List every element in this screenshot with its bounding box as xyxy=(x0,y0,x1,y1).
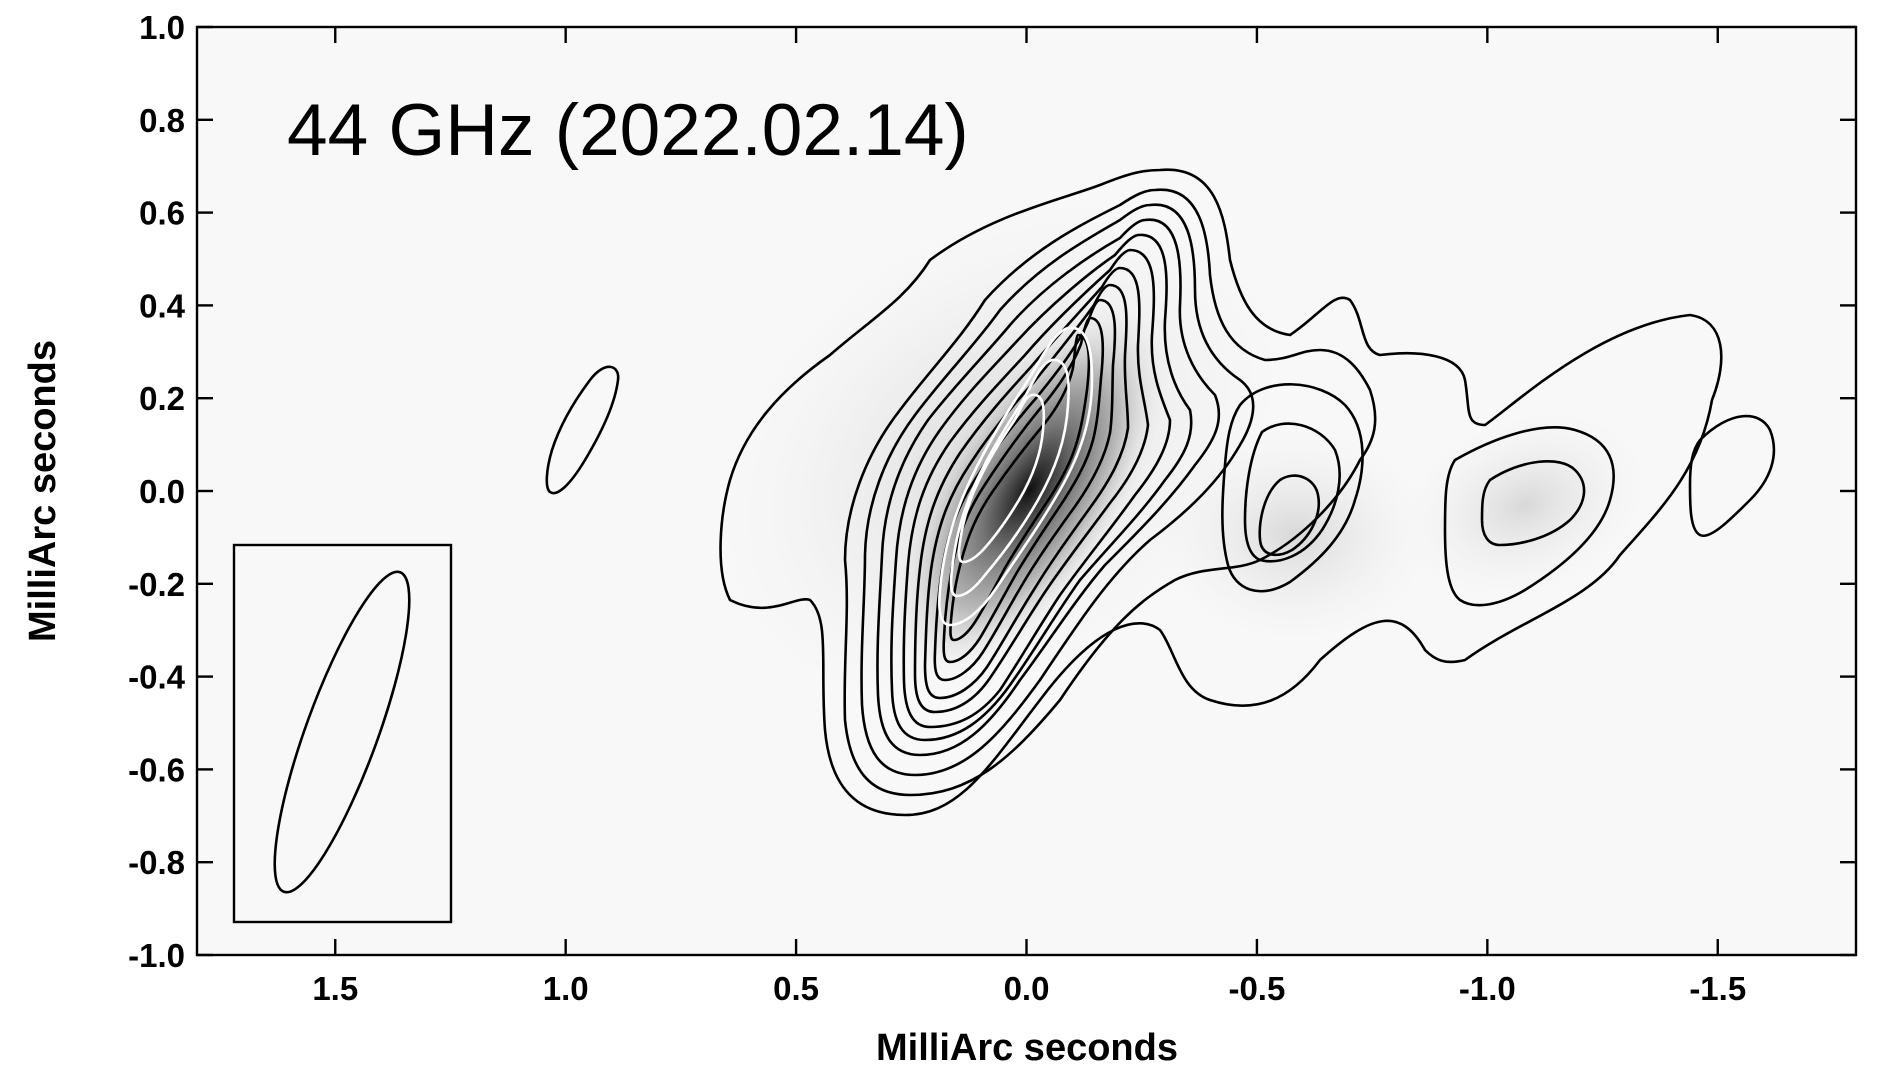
contour-lines xyxy=(545,168,1776,817)
y-tick-label: 0.0 xyxy=(139,473,185,510)
contour-jet-b-1 xyxy=(1443,426,1615,607)
y-tick-label: -0.6 xyxy=(128,751,185,788)
contour-white-3 xyxy=(957,393,1046,564)
x-axis-ticks xyxy=(334,27,1719,955)
contour-outer-1 xyxy=(719,168,1723,817)
contour-inner-6 xyxy=(902,248,1172,729)
contour-outer-3 xyxy=(860,203,1255,777)
contour-white-2 xyxy=(949,358,1070,598)
chart-annotation: 44 GHz (2022.02.14) xyxy=(287,90,969,171)
x-tick-label: 0.0 xyxy=(1004,970,1050,1007)
y-axis-title: MilliArc seconds xyxy=(22,340,64,642)
y-tick-label: -0.2 xyxy=(128,566,185,603)
contour-jet-c xyxy=(1688,414,1776,538)
y-axis-tick-labels: 1.0 0.8 0.6 0.4 0.2 0.0 -0.2 -0.4 -0.6 -0.8 -1.0 xyxy=(128,9,186,974)
y-tick-label: 0.8 xyxy=(139,102,185,139)
x-tick-label: -1.5 xyxy=(1689,970,1746,1007)
contour-inner-10 xyxy=(942,316,1105,664)
y-tick-label: -0.8 xyxy=(128,844,185,881)
contour-inner-5 xyxy=(890,233,1193,742)
y-tick-label: 0.6 xyxy=(139,195,185,232)
x-axis-title: MilliArc seconds xyxy=(876,1027,1178,1069)
x-tick-label: 1.5 xyxy=(312,970,358,1007)
x-tick-label: 0.5 xyxy=(773,970,819,1007)
contour-inner-11 xyxy=(949,333,1091,642)
contour-inner-7 xyxy=(913,266,1150,714)
contour-white-1 xyxy=(938,326,1094,627)
beam-inset xyxy=(232,543,453,924)
contour-outer-4 xyxy=(876,218,1221,757)
contour-jet-a-3 xyxy=(1258,474,1321,557)
contour-outer-2 xyxy=(843,188,1377,797)
y-tick-label: -1.0 xyxy=(128,937,185,974)
contour-jet-a-2 xyxy=(1243,422,1341,563)
x-tick-label: -1.0 xyxy=(1459,970,1516,1007)
contour-jet-a-1 xyxy=(1221,383,1364,593)
x-tick-label: 1.0 xyxy=(543,970,589,1007)
contour-jet-b-2 xyxy=(1480,459,1586,547)
beam-box xyxy=(232,543,453,924)
y-tick-label: 0.4 xyxy=(139,287,186,324)
beam-ellipse xyxy=(273,570,411,894)
x-tick-label: -0.5 xyxy=(1228,970,1285,1007)
y-tick-label: -0.4 xyxy=(128,659,186,696)
y-tick-label: 0.2 xyxy=(139,380,185,417)
y-axis-ticks xyxy=(197,25,1856,957)
y-tick-label: 1.0 xyxy=(139,9,185,46)
contour-inner-9 xyxy=(933,298,1117,682)
x-axis-tick-labels: 1.5 1.0 0.5 0.0 -0.5 -1.0 -1.5 xyxy=(312,970,1746,1007)
contour-isolated xyxy=(545,365,620,495)
